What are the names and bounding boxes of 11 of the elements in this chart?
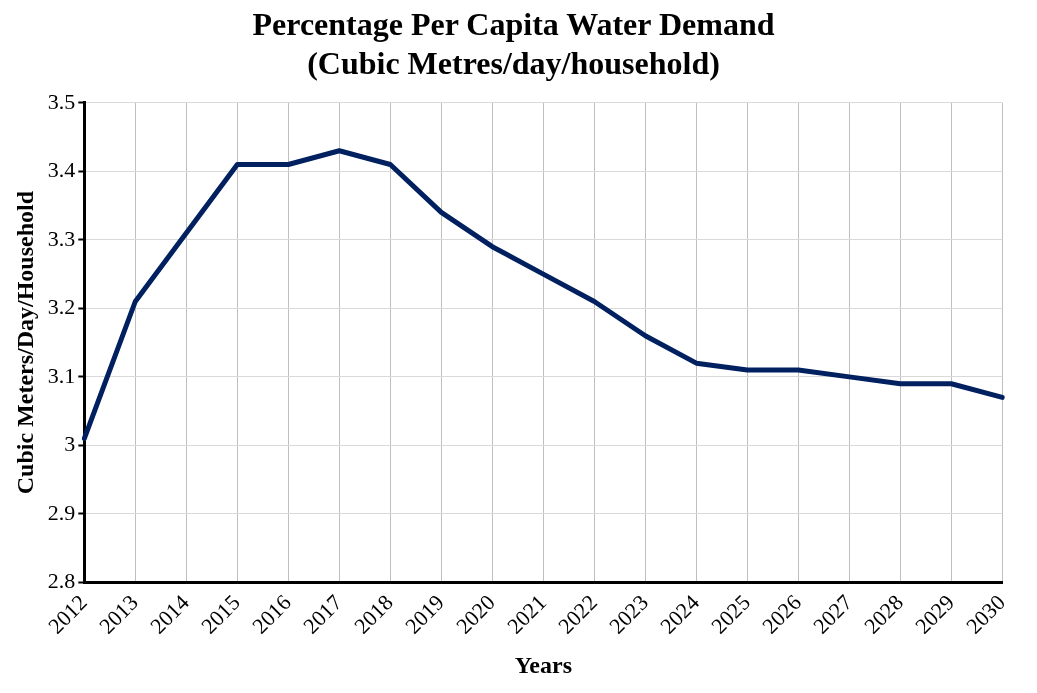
y-tick-label: 3.4: [47, 157, 76, 183]
y-tick-label: 3.3: [47, 225, 76, 251]
x-axis-title: Years: [514, 651, 572, 678]
y-tick-label: 3.2: [47, 294, 76, 320]
y-tick-label: 2.8: [47, 568, 76, 594]
y-tick-label: 3.5: [47, 88, 76, 114]
y-tick-label: 3: [64, 431, 76, 457]
chart-title: Percentage Per Capita Water Demand (Cubic Metres/day/household): [252, 6, 775, 81]
y-tick-label: 3.1: [47, 362, 76, 388]
y-tick-label: 2.9: [47, 499, 76, 525]
y-axis-title: Cubic Meters/Day/Household: [11, 190, 38, 495]
